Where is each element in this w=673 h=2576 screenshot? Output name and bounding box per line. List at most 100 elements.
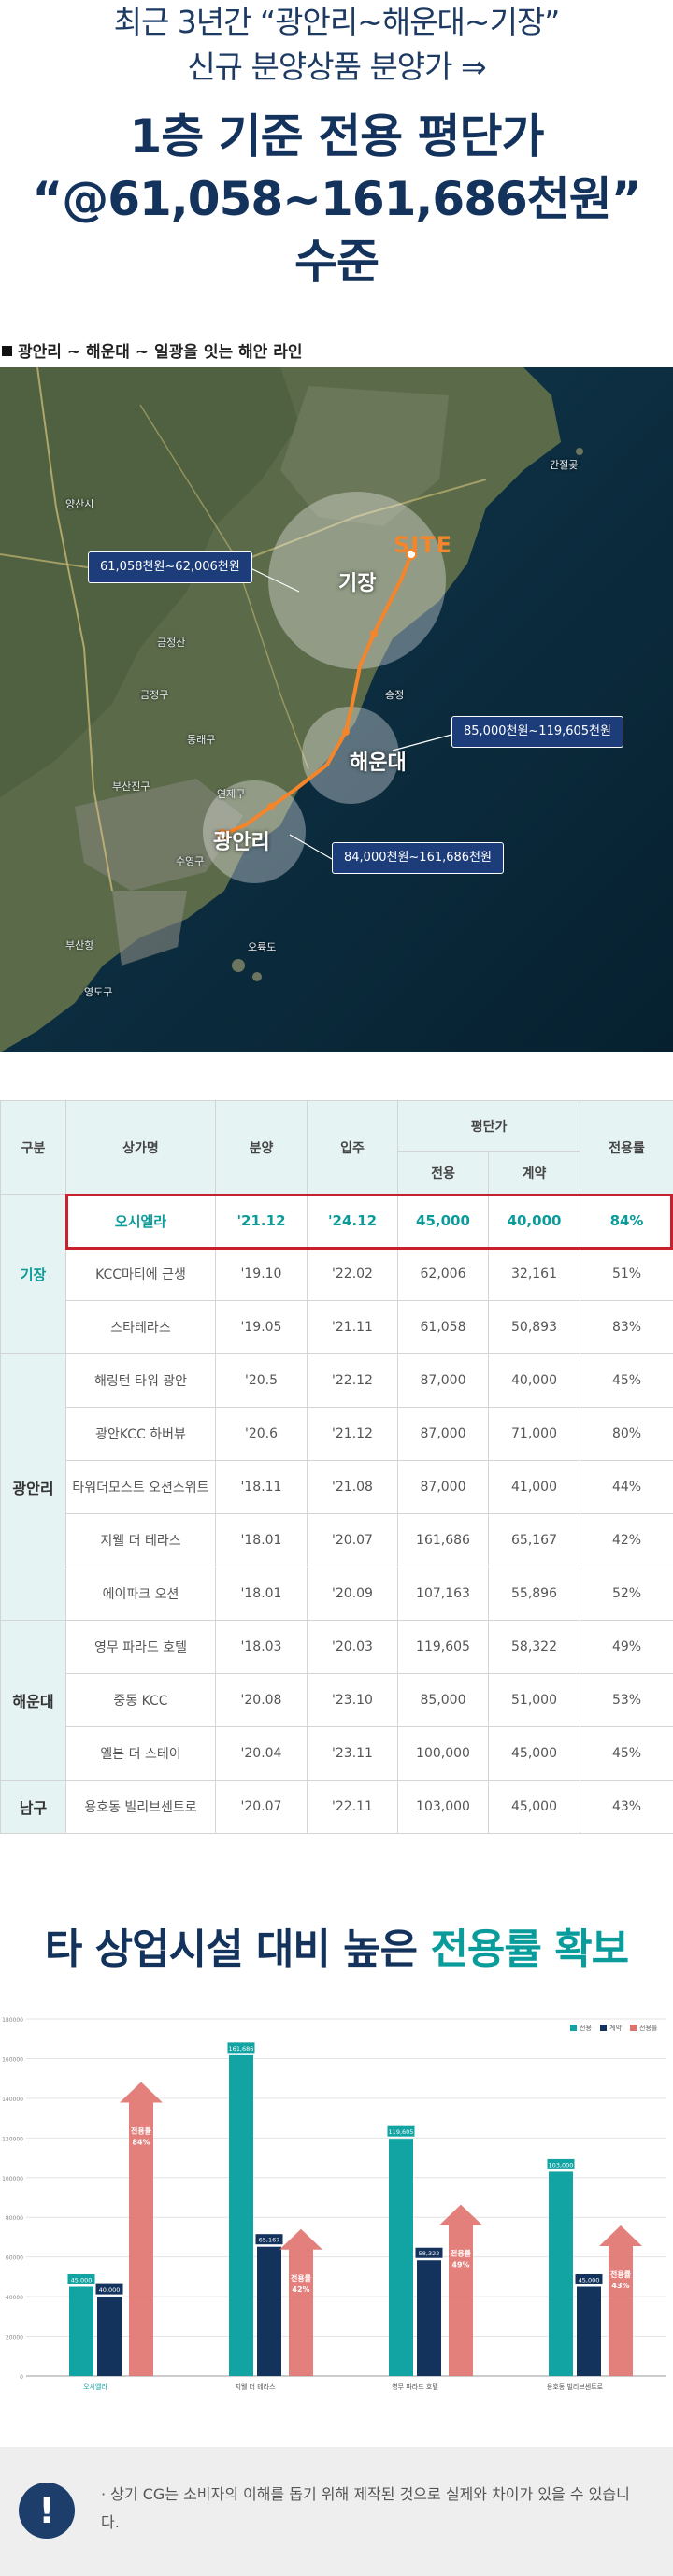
cell-name: 중동 KCC bbox=[65, 1673, 216, 1727]
cell-exclusive: 85,000 bbox=[397, 1673, 489, 1727]
cell-contract: 40,000 bbox=[487, 1194, 581, 1248]
category-label: 영무 파라드 호텔 bbox=[392, 2383, 438, 2391]
map-caption-text: 광안리 ~ 해운대 ~ 일광을 잇는 해안 라인 bbox=[18, 343, 303, 362]
legend-swatch bbox=[600, 2025, 607, 2031]
group-label: 남구 bbox=[0, 1780, 66, 1834]
cell-sale: '20.07 bbox=[215, 1780, 308, 1834]
y-tick-label: 160000 bbox=[2, 2056, 23, 2063]
cell-exclusive: 87,000 bbox=[397, 1353, 489, 1408]
y-tick-label: 120000 bbox=[2, 2136, 23, 2142]
cell-ratio: 84% bbox=[580, 1194, 673, 1248]
cell-sale: '18.11 bbox=[215, 1460, 308, 1514]
table-row: 기장 오시엘라 '21.12 '24.12 45,000 40,000 84% bbox=[0, 1194, 673, 1354]
area-label-gijang: 기장 bbox=[338, 572, 377, 595]
header-category: 구분 bbox=[0, 1100, 66, 1195]
exclamation-icon: ! bbox=[19, 2483, 75, 2539]
bar-exclusive bbox=[549, 2171, 573, 2376]
ratio-chart: 0 20000 40000 60000 80000 100000 120000 140000 1… bbox=[0, 2010, 673, 2402]
ratio-label-value: 43% bbox=[611, 2282, 629, 2290]
cell-sale: '20.5 bbox=[215, 1353, 308, 1408]
place-label: 양산시 bbox=[65, 498, 94, 510]
cell-name: 해링턴 타워 광안 bbox=[65, 1353, 216, 1408]
cell-name: 영무 파라드 호텔 bbox=[65, 1620, 216, 1674]
area-label-gwangalli: 광안리 bbox=[213, 831, 270, 854]
cell-name: 오시엘라 bbox=[65, 1194, 216, 1248]
cell-name: 지웰 더 테라스 bbox=[65, 1513, 216, 1567]
y-tick-label: 140000 bbox=[2, 2097, 23, 2103]
place-label: 영도구 bbox=[84, 986, 113, 998]
cell-exclusive: 61,058 bbox=[397, 1300, 489, 1354]
header-ratio: 전용률 bbox=[580, 1100, 673, 1195]
cell-move-in: '23.11 bbox=[307, 1726, 398, 1781]
place-label: 금정구 bbox=[140, 689, 169, 701]
header-sale: 분양 bbox=[215, 1100, 308, 1195]
legend-label: 계약 bbox=[609, 2024, 622, 2032]
price-table: 구분 상가명 분양 입주 평단가 전용률 전용 계약 기장 오시엘라 '21.1… bbox=[0, 1100, 673, 1834]
ratio-arrow bbox=[599, 2225, 642, 2376]
cell-name: 에이파크 오션 bbox=[65, 1567, 216, 1621]
price-pill-haeundae: 85,000천원~119,605천원 bbox=[451, 716, 623, 748]
table-row: 지웰 더 테라스 '18.01 '20.07 161,686 65,167 42… bbox=[1, 1513, 673, 1567]
cell-ratio: 52% bbox=[580, 1567, 673, 1621]
table-row: 에이파크 오션 '18.01 '20.09 107,163 55,896 52% bbox=[1, 1567, 673, 1621]
place-label: 오륙도 bbox=[248, 941, 277, 953]
cell-contract: 51,000 bbox=[487, 1673, 581, 1727]
data-label-contract: 58,322 bbox=[419, 2250, 440, 2257]
bar-exclusive bbox=[229, 2054, 253, 2376]
cell-ratio: 43% bbox=[580, 1780, 673, 1834]
cell-move-in: '23.10 bbox=[307, 1673, 398, 1727]
ratio-arrow bbox=[120, 2082, 163, 2376]
table-row: 광안리 해링턴 타워 광안 '20.5 '22.12 87,000 40,000… bbox=[0, 1353, 673, 1621]
cell-ratio: 53% bbox=[580, 1673, 673, 1727]
header-title-line1: 1층 기준 전용 평단가 bbox=[129, 109, 544, 164]
data-label-exclusive: 103,000 bbox=[549, 2161, 574, 2168]
cell-ratio: 49% bbox=[580, 1620, 673, 1674]
square-bullet-icon bbox=[2, 346, 12, 356]
ratio-label-value: 49% bbox=[451, 2261, 469, 2269]
cell-name: 스타테라스 bbox=[65, 1300, 216, 1354]
place-label: 수영구 bbox=[176, 855, 205, 867]
cell-sale: '18.01 bbox=[215, 1513, 308, 1567]
bar-contract bbox=[97, 2297, 122, 2376]
map-caption: 광안리 ~ 해운대 ~ 일광을 잇는 해안 라인 bbox=[0, 338, 303, 362]
bar-contract bbox=[417, 2260, 441, 2376]
data-label-box bbox=[546, 2157, 576, 2170]
cell-name: KCC마티에 근생 bbox=[65, 1247, 216, 1301]
legend-label: 전용 bbox=[580, 2024, 592, 2032]
cell-move-in: '20.07 bbox=[307, 1513, 398, 1567]
data-label-exclusive: 161,686 bbox=[229, 2045, 254, 2053]
header-exclusive: 전용 bbox=[397, 1151, 489, 1195]
data-label-box bbox=[574, 2273, 604, 2285]
cell-move-in: '22.11 bbox=[307, 1780, 398, 1834]
legend-swatch bbox=[570, 2025, 577, 2031]
table-row: 중동 KCC '20.08 '23.10 85,000 51,000 53% bbox=[1, 1673, 673, 1727]
place-label: 간절곶 bbox=[550, 459, 579, 471]
table-row: 스타테라스 '19.05 '21.11 61,058 50,893 83% bbox=[1, 1300, 673, 1354]
place-label: 동래구 bbox=[187, 734, 216, 746]
category-label: 오시엘라 bbox=[83, 2383, 107, 2391]
ratio-arrow bbox=[439, 2204, 482, 2376]
cell-exclusive: 62,006 bbox=[397, 1247, 489, 1301]
cell-exclusive: 100,000 bbox=[397, 1726, 489, 1781]
place-label: 부산항 bbox=[65, 939, 94, 952]
data-label-box bbox=[94, 2283, 124, 2296]
place-label: 송정 bbox=[385, 689, 405, 701]
y-tick-label: 60000 bbox=[6, 2255, 23, 2262]
data-label-contract: 65,167 bbox=[259, 2237, 280, 2244]
page-header: 최근 3년간 “광안리~해운대~기장” 신규 분양상품 분양가 ⇒ 1층 기준 … bbox=[0, 0, 673, 327]
legend-swatch bbox=[630, 2025, 637, 2031]
cell-sale: '21.12 bbox=[215, 1194, 308, 1248]
cell-move-in: '20.03 bbox=[307, 1620, 398, 1674]
cell-move-in: '21.12 bbox=[307, 1407, 398, 1461]
cell-exclusive: 103,000 bbox=[397, 1780, 489, 1834]
price-pill-gwangalli: 84,000천원~161,686천원 bbox=[332, 842, 504, 874]
header-name: 상가명 bbox=[65, 1100, 216, 1195]
cell-move-in: '20.09 bbox=[307, 1567, 398, 1621]
cell-exclusive: 45,000 bbox=[397, 1194, 489, 1248]
cell-move-in: '21.11 bbox=[307, 1300, 398, 1354]
header-title-line3: 수준 bbox=[294, 235, 379, 289]
cell-sale: '20.08 bbox=[215, 1673, 308, 1727]
y-tick-label: 100000 bbox=[2, 2176, 23, 2182]
header-price-per-pyeong: 평단가 bbox=[396, 1100, 581, 1152]
chart-title-accent: 전용률 확보 bbox=[430, 1925, 629, 1973]
